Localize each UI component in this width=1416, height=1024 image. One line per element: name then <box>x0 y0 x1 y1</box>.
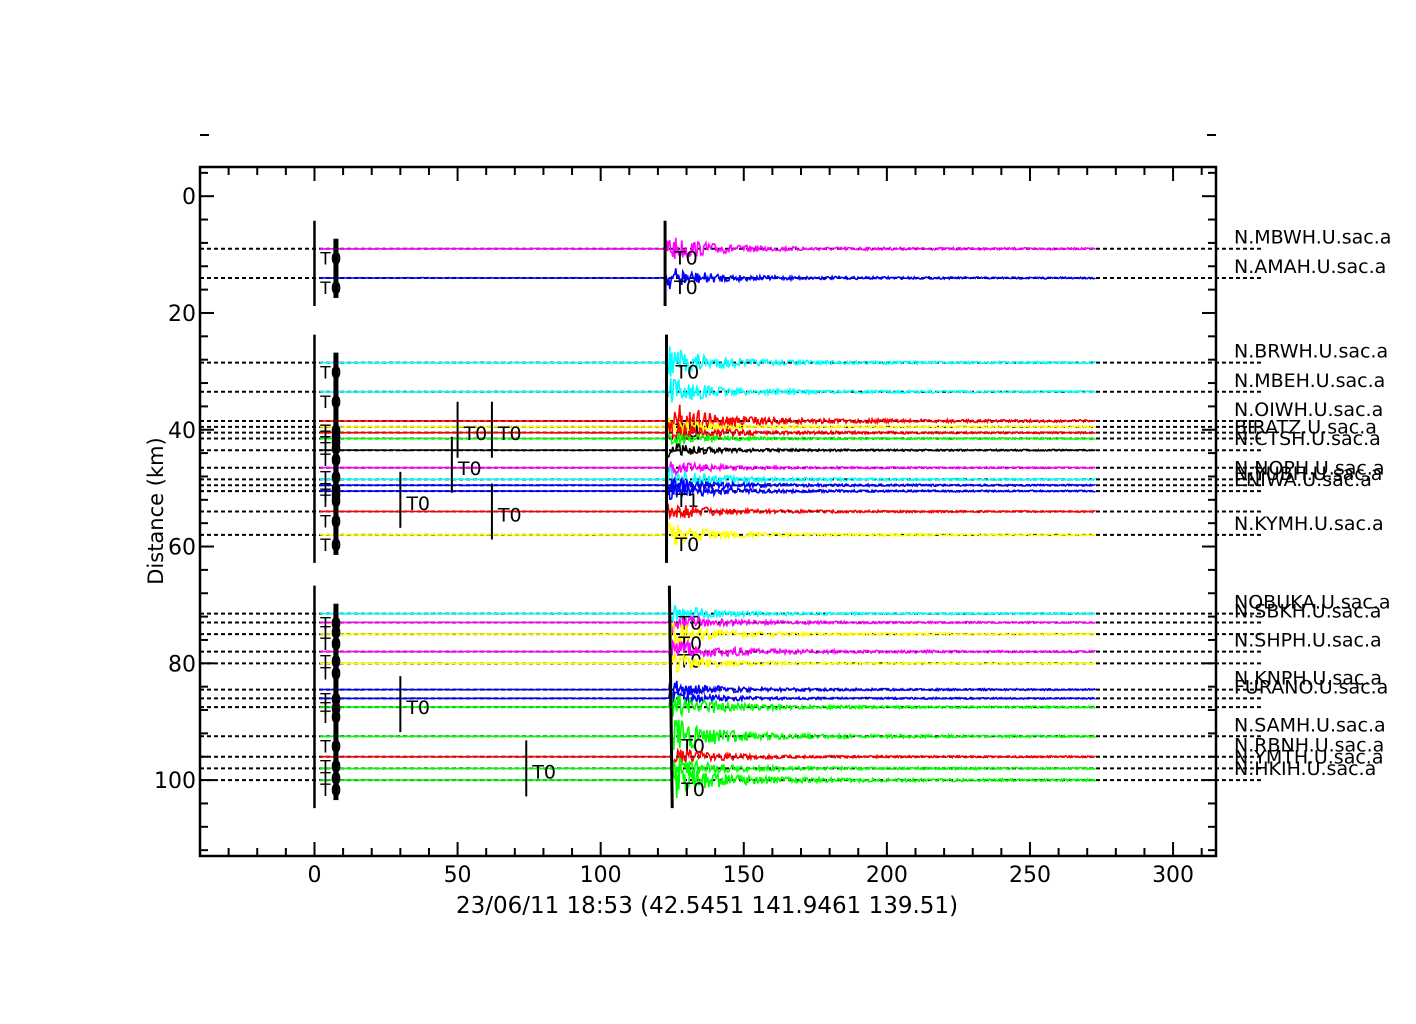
trace-station-22 <box>319 692 1096 718</box>
x-tick-label: 250 <box>1009 863 1051 888</box>
pick-marker-label: T0 <box>531 761 556 783</box>
pick-label: T0 <box>319 279 341 299</box>
trace-FURANO.U.sac.a <box>319 690 1096 707</box>
station-label: BIRATZ.U.sac.a <box>1234 417 1377 439</box>
trace-station-9 <box>319 460 1096 477</box>
station-label: N.KYMH.U.sac.a <box>1234 513 1384 535</box>
trace-N.SHPH.U.sac.a <box>319 638 1096 660</box>
trace-N.MBWH.U.sac.a <box>319 237 1096 259</box>
station-label: N.SHPH.U.sac.a <box>1234 630 1382 652</box>
pick-marker-label: T0 <box>463 423 488 445</box>
x-tick-label: 300 <box>1152 863 1194 888</box>
x-tick-label: 150 <box>723 863 765 888</box>
station-label: FURANO.U.sac.a <box>1234 676 1388 698</box>
station-label: NOBUKA.U.sac.a <box>1234 592 1391 614</box>
event-caption: 23/06/11 18:53 (42.5451 141.9461 139.51) <box>456 893 958 919</box>
station-label: N.BRWH.U.sac.a <box>1234 341 1388 363</box>
trace-N.HKIH.U.sac.a <box>319 761 1097 798</box>
trace-N.SAMH.U.sac.a <box>319 719 1096 750</box>
trace-marker: T0 <box>680 779 705 801</box>
station-label: N.CTSH.U.sac.a <box>1234 428 1381 450</box>
axes: 0 50 100 150 200 250 300 0 20 40 60 80 100 <box>154 134 1218 888</box>
station-label: N.SAMH.U.sac.a <box>1234 714 1386 736</box>
y-tick-label: 80 <box>168 652 196 677</box>
station-label: N.YUBH.U.sac.a <box>1234 463 1382 485</box>
trace-N.RBNH.U.sac.a <box>319 747 1096 766</box>
station-label: N.AMAH.U.sac.a <box>1234 256 1386 278</box>
trace-N.BRWH.U.sac.a <box>319 346 1096 377</box>
trace-N.YMTH.U.sac.a <box>319 756 1096 783</box>
trace-marker: T0 <box>675 362 700 384</box>
station-label: N.OIWH.U.sac.a <box>1234 399 1383 421</box>
trace-N.YUBH.U.sac.a <box>319 476 1096 495</box>
trace-station-13 <box>319 503 1096 521</box>
trace-N.KNPH.U.sac.a <box>319 680 1097 699</box>
station-label: N.NOPH.U.sac.a <box>1234 457 1385 479</box>
trace-marker: T0 <box>675 534 700 556</box>
x-tick-label: 0 <box>307 863 321 888</box>
station-label: N.MBWH.U.sac.a <box>1234 227 1391 249</box>
trace-marker: T0 <box>673 277 698 299</box>
x-tick-label: 200 <box>866 863 908 888</box>
station-label: N.KNPH.U.sac.a <box>1234 668 1382 690</box>
x-tick-label: 50 <box>444 863 472 888</box>
station-label: N.SBKH.U.sac.a <box>1234 600 1381 622</box>
trace-ENIWA.U.sac.a <box>319 484 1096 501</box>
pick-label: T0 <box>319 781 341 801</box>
trace-N.CTSH.U.sac.a <box>319 442 1096 459</box>
trace-NOBUKA.U.sac.a <box>319 604 1096 622</box>
plot-frame <box>198 165 1218 858</box>
trace-N.MBEH.U.sac.a <box>319 378 1097 403</box>
pick-label: T0 <box>319 536 341 556</box>
arrival-bar <box>667 585 674 809</box>
y-tick-label: 0 <box>182 185 196 210</box>
station-label: N.YMTH.U.sac.a <box>1234 746 1383 768</box>
station-label: N.RBNH.U.sac.a <box>1234 735 1384 757</box>
trace-station-19 <box>319 651 1096 673</box>
pick-label: T0 <box>319 250 341 270</box>
trace-N.AMAH.U.sac.a <box>319 268 1096 290</box>
pick-marker-label: T0 <box>497 505 522 527</box>
trace-N.KYMH.U.sac.a <box>319 522 1096 546</box>
station-label: N.MBEH.U.sac.a <box>1234 370 1385 392</box>
y-axis-label: Distance (km) <box>144 437 168 585</box>
x-tick-label: 100 <box>580 863 622 888</box>
y-tick-label: 100 <box>154 769 196 794</box>
trace-station-17 <box>319 622 1096 647</box>
trace-BIRATZ.U.sac.a <box>319 432 1096 446</box>
pick-marker-label: T0 <box>405 493 430 515</box>
pick-label: T0 <box>319 393 341 413</box>
pick-marker-label: T0 <box>405 697 430 719</box>
seismic-traces: T0T0T0T0T1T0T0T0T0T0T0T0T0T0T0T0T0T0T0T0… <box>200 220 1261 809</box>
pick-label: T0 <box>319 708 341 728</box>
pick-marker-label: T0 <box>457 458 482 480</box>
trace-marker: T0 <box>673 248 698 270</box>
trace-N.SBKH.U.sac.a <box>319 614 1097 635</box>
y-tick-label: 40 <box>168 419 196 444</box>
pick-label: T0 <box>319 664 341 684</box>
station-label: N.HKIH.U.sac.a <box>1234 758 1376 780</box>
station-labels: N.MBWH.U.sac.a N.AMAH.U.sac.a N.BRWH.U.sac… <box>1234 227 1391 780</box>
trace-station-5 <box>319 417 1096 437</box>
y-tick-label: 20 <box>168 302 196 327</box>
pick-marker-label: T0 <box>497 423 522 445</box>
y-tick-label: 60 <box>168 536 196 561</box>
station-label: ENIWA.U.sac.a <box>1234 469 1372 491</box>
pick-label: T0 <box>319 364 341 384</box>
trace-N.NOPH.U.sac.a <box>319 466 1096 490</box>
